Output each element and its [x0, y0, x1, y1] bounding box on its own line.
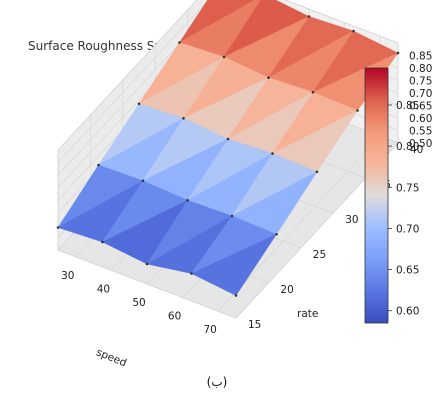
surface-point	[275, 233, 278, 236]
surface-point	[137, 102, 141, 106]
surface-point	[230, 214, 234, 218]
figure-caption: (ب)	[207, 375, 228, 389]
colorbar-tick-label: 0.65	[396, 265, 419, 277]
surface-point	[396, 51, 400, 55]
y-tick-label: 15	[248, 319, 261, 331]
x-tick-label: 60	[168, 311, 181, 323]
surface-point	[271, 152, 274, 155]
y-axis-label: rate	[297, 308, 318, 320]
x-tick-label: 50	[132, 297, 145, 309]
surface-point	[356, 109, 359, 112]
y-tick-label: 20	[280, 284, 293, 296]
surface-plot	[56, 0, 400, 297]
y-tick-label: 25	[313, 249, 326, 261]
surface-point	[307, 15, 311, 18]
z-tick-label: 0.75	[409, 76, 432, 88]
colorbar-tick-label: 0.85	[396, 100, 419, 112]
surface-point	[141, 179, 145, 183]
surface-point	[352, 29, 355, 33]
surface-point	[190, 272, 193, 275]
x-tick-label: 30	[61, 270, 74, 282]
x-tick-label: 40	[97, 283, 110, 295]
surface-point	[178, 41, 181, 44]
z-tick-label: 0.65	[409, 101, 432, 113]
z-tick-label: 0.80	[409, 63, 432, 75]
surface-point	[97, 163, 100, 167]
surface-point	[222, 55, 226, 59]
z-tick-label: 0.60	[409, 113, 432, 125]
y-tick-label: 40	[410, 144, 423, 156]
surface-point	[311, 90, 315, 94]
colorbar-tick-label: 0.75	[396, 182, 419, 194]
surface-facet	[190, 233, 278, 296]
y-gridline	[57, 150, 237, 319]
colorbar-tick-label: 0.70	[396, 223, 419, 235]
surface-point	[182, 117, 185, 120]
colorbar-tick-label: 0.80	[396, 141, 419, 153]
z-tick-label: 0.50	[409, 138, 432, 150]
z-tick-label: 0.70	[409, 88, 432, 100]
surface-point	[226, 137, 230, 141]
z-tick-label: 0.55	[409, 126, 432, 138]
surface-point	[56, 226, 60, 229]
x-tick-label: 70	[204, 324, 217, 336]
surface-point	[186, 199, 189, 202]
colorbar-gradient	[364, 67, 389, 324]
surface-point	[234, 294, 238, 297]
surface-point	[101, 240, 104, 244]
colorbar-tick-label: 0.60	[396, 306, 419, 318]
y-tick-label: 30	[345, 214, 358, 226]
surface-point	[267, 76, 270, 79]
surface-point	[145, 262, 149, 266]
x-axis-label: speed	[94, 346, 128, 369]
surface-point	[315, 170, 319, 174]
colorbar: 0.60 0.65 0.70 0.75 0.80 0.85	[364, 67, 419, 324]
z-tick-label: 0.85	[409, 51, 432, 63]
